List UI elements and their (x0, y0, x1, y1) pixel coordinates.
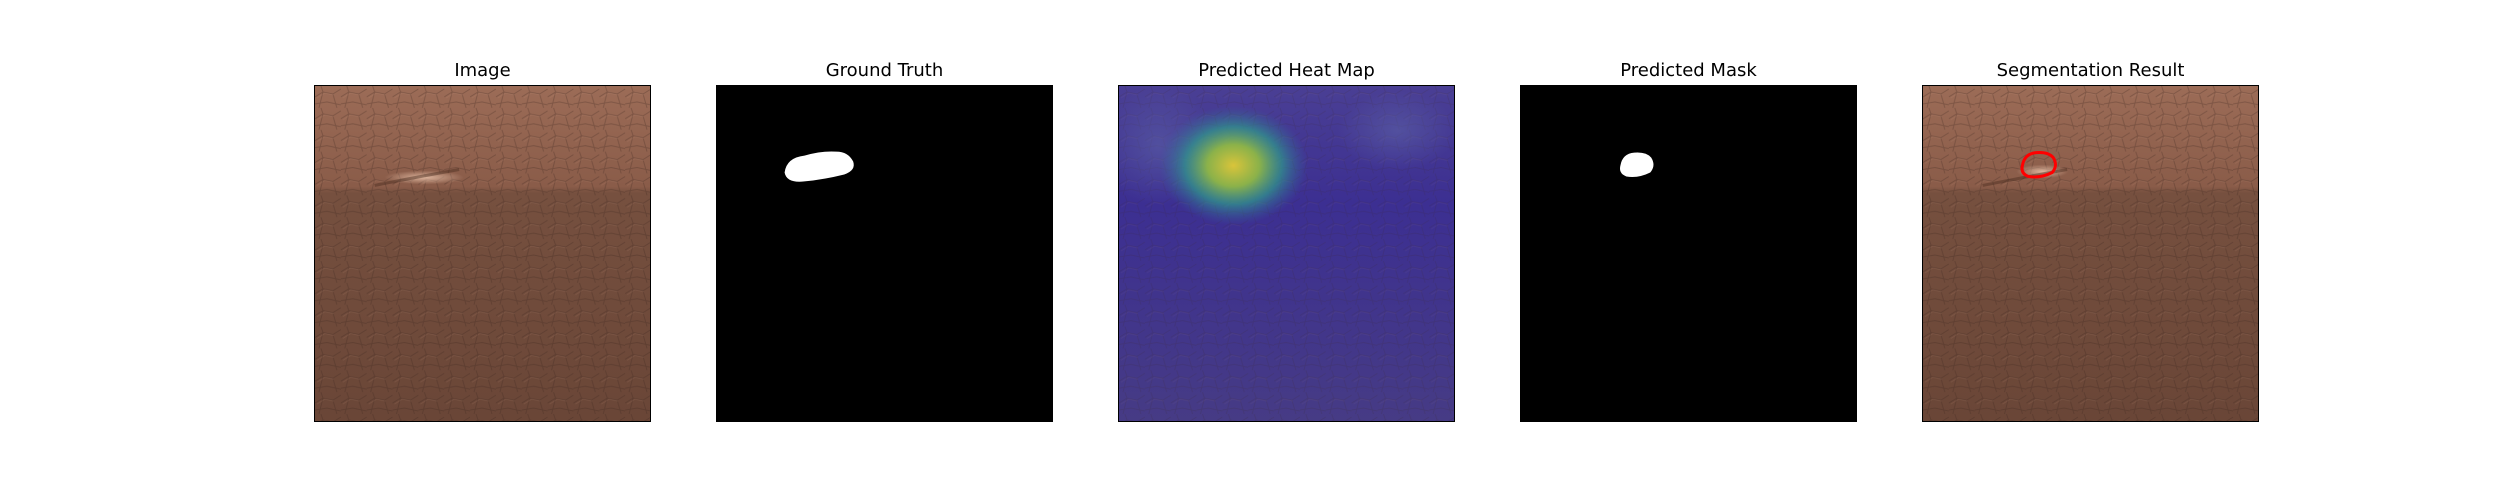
panel-title: Image (454, 60, 511, 81)
ground-truth-region (784, 151, 854, 182)
panel-title: Predicted Heat Map (1198, 60, 1375, 81)
panel-title: Ground Truth (825, 60, 944, 81)
predicted-region (1620, 152, 1654, 177)
panel-predicted-mask: Predicted Mask (1520, 0, 1857, 500)
defect-crease (384, 170, 465, 185)
panel-predicted-heat-map: Predicted Heat Map (1118, 0, 1455, 500)
ground-truth-mask (716, 85, 1053, 422)
predicted-heat-map (1118, 85, 1455, 422)
panel-ground-truth: Ground Truth (716, 0, 1053, 500)
leather-photo (314, 85, 651, 422)
panel-title: Predicted Mask (1620, 60, 1757, 81)
panel-image: Image (314, 0, 651, 500)
panel-segmentation-result: Segmentation Result (1922, 0, 2259, 500)
predicted-mask (1520, 85, 1857, 422)
segmentation-contour (2020, 150, 2057, 179)
heat-hotspot (1158, 105, 1308, 226)
segmentation-result (1922, 85, 2259, 422)
panel-title: Segmentation Result (1996, 60, 2185, 81)
